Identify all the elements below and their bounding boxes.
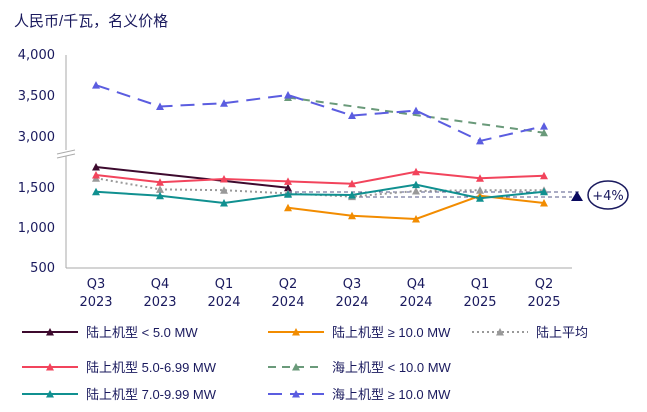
- legend-item: 陆上机型 7.0-9.99 MW: [22, 384, 216, 403]
- data-point: [284, 183, 292, 192]
- y-tick-label: 3,000: [18, 130, 55, 145]
- legend-label: 海上机型 < 10.0 MW: [332, 360, 451, 375]
- data-point: [92, 81, 100, 89]
- series-line: [92, 167, 548, 188]
- legend-marker: [46, 362, 54, 370]
- data-point: [540, 128, 548, 137]
- legend-marker: [46, 389, 54, 397]
- data-point: [540, 199, 548, 207]
- x-tick-label: 2025: [527, 295, 560, 310]
- data-point: [284, 91, 292, 99]
- data-point: [220, 199, 228, 207]
- legend-item: 陆上机型 5.0-6.99 MW: [22, 357, 216, 376]
- data-point: [476, 186, 484, 194]
- series-line: [92, 180, 548, 207]
- data-point: [540, 171, 548, 180]
- legend-label: 陆上平均: [536, 325, 589, 340]
- legend-item: 陆上平均: [472, 322, 588, 341]
- series-line: [92, 81, 548, 145]
- legend-marker: [496, 327, 504, 335]
- data-point: [412, 167, 420, 176]
- data-point: [476, 174, 484, 182]
- y-tick-label: 1,000: [18, 221, 55, 236]
- x-tick-label: 2023: [143, 295, 176, 310]
- data-point: [92, 171, 100, 179]
- legend-item: 陆上机型 < 5.0 MW: [22, 322, 198, 341]
- data-point: [348, 111, 356, 119]
- data-point: [348, 191, 356, 199]
- data-point: [476, 136, 484, 145]
- legend-label: 陆上机型 ≥ 10.0 MW: [332, 325, 451, 340]
- legend-item: 陆上机型 ≥ 10.0 MW: [268, 322, 450, 341]
- data-point: [348, 179, 356, 188]
- y-tick-label: 1,500: [18, 181, 55, 196]
- data-point: [412, 215, 420, 223]
- data-point: [540, 122, 548, 130]
- data-point: [412, 180, 420, 189]
- data-point: [156, 102, 164, 110]
- data-point: [412, 187, 420, 195]
- axis-break: [56, 149, 76, 155]
- x-tick-label: Q4: [407, 277, 426, 292]
- legend-swatch: [22, 327, 78, 335]
- plot-area: 4,000 3,500 3,000 1,500 1,000 500 Q3 2023 Q4 2023…: [18, 48, 629, 310]
- legend-swatch: [268, 327, 324, 335]
- legend-swatch: [268, 389, 324, 397]
- legend-swatch: [22, 389, 78, 397]
- data-point: [284, 190, 292, 198]
- data-point: [476, 194, 484, 202]
- legend-marker: [292, 362, 300, 370]
- x-tick-label: Q1: [215, 277, 234, 292]
- x-tick-label: Q4: [151, 277, 170, 292]
- legend-item: 海上机型 < 10.0 MW: [268, 357, 451, 376]
- y-tick-label: 500: [30, 261, 55, 276]
- annotation-ellipse: [587, 180, 629, 210]
- legend-label: 陆上机型 5.0-6.99 MW: [86, 360, 217, 375]
- x-tick-label: 2024: [335, 295, 368, 310]
- legend-marker: [292, 389, 300, 397]
- annotation-label: +4%: [592, 189, 624, 204]
- legend-label: 陆上机型 7.0-9.99 MW: [86, 387, 217, 402]
- data-point: [92, 187, 100, 196]
- legend-marker: [46, 327, 54, 335]
- legend-swatch: [472, 327, 528, 335]
- data-point: [284, 177, 292, 185]
- reference-marker: [571, 191, 583, 201]
- series-line: [92, 163, 292, 192]
- data-point: [412, 106, 420, 115]
- y-tick-label: 4,000: [18, 48, 55, 63]
- x-tick-label: Q2: [535, 277, 554, 292]
- data-point: [540, 187, 548, 196]
- chart-title: 人民币/千瓦，名义价格: [14, 13, 169, 30]
- legend-item: 海上机型 ≥ 10.0 MW: [268, 384, 450, 403]
- legend-label: 海上机型 ≥ 10.0 MW: [332, 387, 451, 402]
- data-point: [220, 99, 228, 107]
- x-tick-label: Q3: [87, 277, 106, 292]
- y-tick-label: 3,500: [18, 89, 55, 104]
- data-point: [284, 203, 292, 212]
- data-point: [220, 175, 228, 183]
- x-tick-label: 2025: [463, 295, 496, 310]
- legend-marker: [292, 327, 300, 335]
- x-tick-label: Q3: [343, 277, 362, 292]
- legend-swatch: [22, 362, 78, 370]
- x-tick-label: 2024: [271, 295, 304, 310]
- x-tick-label: 2024: [399, 295, 432, 310]
- data-point: [220, 186, 228, 194]
- x-tick-label: Q1: [471, 277, 490, 292]
- data-point: [156, 191, 164, 200]
- legend-swatch: [268, 362, 324, 370]
- series-line: [284, 191, 548, 223]
- x-tick-label: 2024: [207, 295, 240, 310]
- data-point: [156, 185, 164, 193]
- legend-label: 陆上机型 < 5.0 MW: [86, 325, 198, 340]
- x-tick-label: Q2: [279, 277, 298, 292]
- x-tick-label: 2023: [79, 295, 112, 310]
- data-point: [348, 211, 356, 220]
- series-line: [284, 93, 548, 137]
- data-point: [92, 163, 100, 171]
- data-point: [156, 178, 164, 186]
